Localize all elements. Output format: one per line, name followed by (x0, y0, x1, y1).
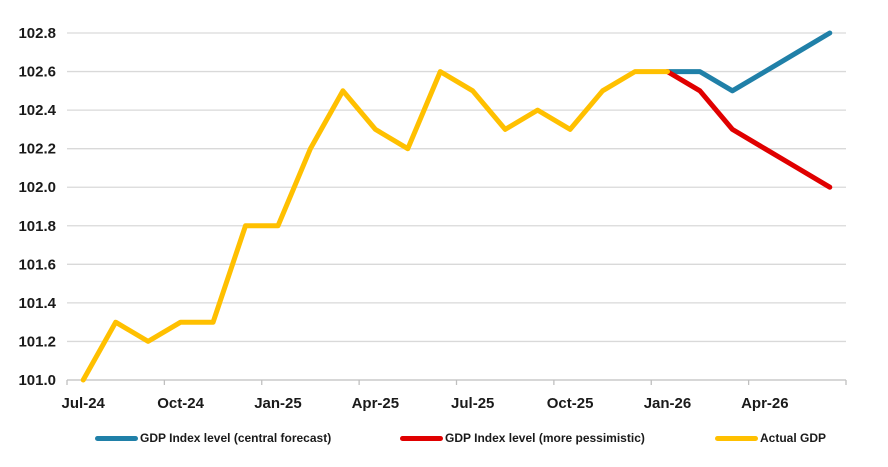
y-axis-tick-label: 102.4 (18, 102, 56, 119)
x-axis-tick-label: Apr-26 (741, 395, 789, 412)
y-axis-tick-label: 102.6 (18, 64, 56, 81)
pessimistic-line (665, 69, 833, 190)
x-axis-tick-label: Jan-25 (254, 395, 302, 412)
legend-label-actual-gdp: Actual GDP (760, 431, 827, 445)
y-axis-tick-label: 101.4 (18, 295, 56, 312)
x-axis-tick-label: Jul-24 (62, 395, 106, 412)
legend: GDP Index level (central forecast) GDP I… (0, 428, 888, 448)
y-axis-tick-label: 102.2 (18, 141, 56, 158)
actual-gdp-swatch-icon (715, 435, 758, 441)
legend-item-actual-gdp: Actual GDP (715, 428, 826, 448)
legend-item-central-forecast: GDP Index level (central forecast) (95, 428, 331, 448)
legend-label-pessimistic: GDP Index level (more pessimistic) (445, 431, 645, 445)
y-axis-tick-label: 102.0 (18, 179, 56, 196)
pessimistic-swatch-icon (400, 435, 443, 441)
central-forecast-swatch-icon (95, 435, 138, 441)
y-axis-tick-label: 101.8 (18, 218, 56, 235)
legend-item-pessimistic: GDP Index level (more pessimistic) (400, 428, 645, 448)
x-axis-tick-label: Jul-25 (451, 395, 494, 412)
legend-label-central-forecast: GDP Index level (central forecast) (140, 431, 332, 445)
central-forecast-line (665, 30, 833, 94)
x-axis-tick-label: Oct-25 (547, 395, 594, 412)
y-axis-tick-label: 101.2 (18, 333, 56, 350)
x-axis-tick-label: Apr-25 (352, 395, 400, 412)
y-axis-tick-label: 101.6 (18, 256, 56, 273)
y-axis-tick-label: 101.0 (18, 372, 56, 389)
y-axis-tick-label: 102.8 (18, 25, 56, 42)
x-axis-tick-label: Oct-24 (157, 395, 204, 412)
actual-gdp-line (80, 69, 670, 383)
x-axis-tick-label: Jan-26 (644, 395, 692, 412)
